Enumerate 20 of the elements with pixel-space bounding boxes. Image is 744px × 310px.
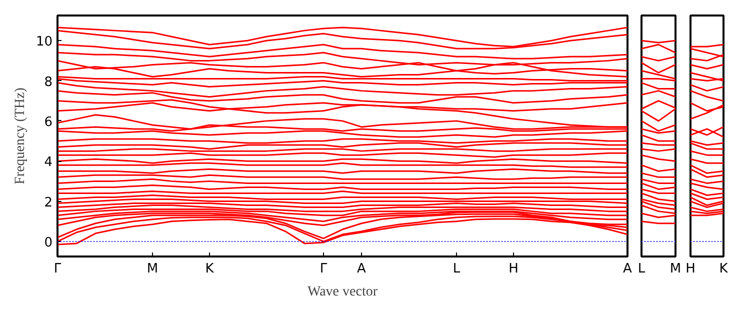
x-tick-label: M [670,262,682,276]
x-tick-label: A [357,262,366,276]
y-tick-label: 8 [44,74,53,90]
y-axis-title: Frequency (THz) [12,87,28,184]
x-tick-label: L [452,262,461,276]
y-tick-label: 2 [44,195,53,210]
x-tick-label: K [205,262,214,276]
x-tick-label: Γ [54,262,62,276]
x-tick-label: Γ [320,262,328,276]
x-tick-label: M [146,262,158,276]
x-tick-label: L [638,262,646,276]
x-axis-title: Wave vector [308,284,378,300]
y-tick-label: 6 [44,114,53,130]
y-tick-label: 0 [44,235,53,250]
x-tick-label: K [719,262,728,276]
y-tick-label: 4 [44,155,53,170]
x-tick-label: H [508,262,518,276]
x-tick-label: A [623,262,632,276]
y-tick-label: 10 [36,34,53,50]
x-tick-label: H [686,262,696,276]
